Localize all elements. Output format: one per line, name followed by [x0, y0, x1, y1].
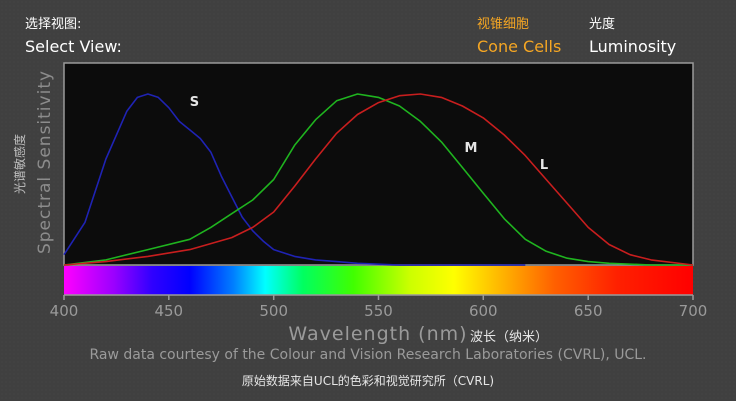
credit-text-cn: 原始数据来自UCL的色彩和视觉研究所（CVRL) [241, 374, 495, 388]
curves-layer [63, 93, 694, 266]
series-label-m: M [465, 141, 478, 156]
tab-luminosity-label-en: Luminosity [589, 37, 677, 56]
x-tick-label: 650 [574, 302, 603, 320]
tab-cone-cells-label-cn: 视锥细胞 [477, 17, 530, 32]
x-tick-label: 600 [469, 302, 498, 320]
tab-cone-cells-label-en: Cone Cells [477, 37, 562, 56]
y-axis-label: 光谱敏感度 Spectral Sensitivity [12, 70, 55, 254]
series-label-l: L [540, 158, 548, 173]
select-view-label-en: Select View: [25, 37, 122, 56]
x-tick-label: 550 [364, 302, 393, 320]
y-axis-label-cn: 光谱敏感度 [12, 134, 27, 194]
spectrum-bar [64, 266, 693, 295]
credit-text-en: Raw data courtesy of the Colour and Visi… [89, 347, 647, 363]
x-tick-label: 500 [259, 302, 288, 320]
x-tick-label: 400 [50, 302, 79, 320]
tab-luminosity[interactable]: 光度 Luminosity [589, 13, 689, 57]
x-tick-label: 700 [679, 302, 708, 320]
select-view-label-cn: 选择视图: [25, 17, 82, 32]
x-ticks-layer: 400 450 500 550 600 650 700 [50, 295, 708, 320]
y-axis-label-en: Spectral Sensitivity [35, 70, 55, 254]
tab-cone-cells[interactable]: 视锥细胞 Cone Cells [477, 13, 569, 57]
curve-m [63, 93, 693, 266]
x-tick-label: 450 [154, 302, 183, 320]
x-axis-label-en: Wavelength (nm) [288, 323, 467, 345]
plot-area [63, 62, 694, 266]
curve-s [63, 93, 526, 266]
tab-luminosity-label-cn: 光度 [589, 17, 616, 32]
curve-l [63, 93, 694, 266]
series-labels-layer: S M L [190, 95, 548, 173]
series-label-s: S [190, 95, 199, 110]
x-axis-label-cn: 波长（纳米） [470, 330, 548, 345]
